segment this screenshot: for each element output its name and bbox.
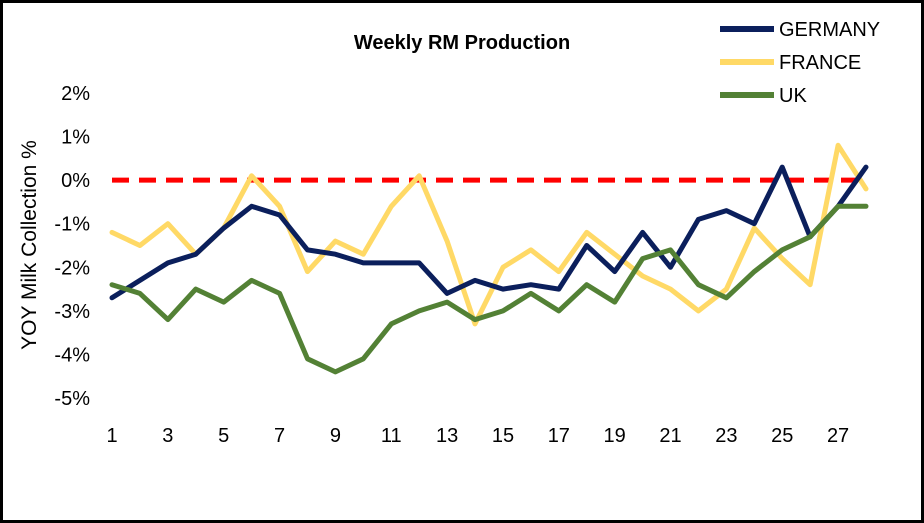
series-lines bbox=[109, 142, 869, 375]
legend-label-uk: UK bbox=[779, 85, 807, 107]
x-tick-label: 23 bbox=[715, 425, 737, 447]
y-tick-label: -4% bbox=[54, 344, 90, 366]
y-tick-label: 2% bbox=[61, 83, 90, 105]
legend: GERMANY FRANCE UK bbox=[720, 19, 880, 107]
x-tick-label: 27 bbox=[827, 425, 849, 447]
y-tick-label: -3% bbox=[54, 301, 90, 323]
y-tick-label: -1% bbox=[54, 214, 90, 236]
x-tick-label: 21 bbox=[659, 425, 681, 447]
x-tick-label: 13 bbox=[436, 425, 458, 447]
y-tick-labels: -5% -4% -3% -2% -1% 0% 1% 2% bbox=[54, 83, 90, 410]
x-tick-label: 11 bbox=[381, 425, 402, 447]
x-tick-label: 15 bbox=[492, 425, 514, 447]
x-tick-label: 25 bbox=[771, 425, 793, 447]
chart-title: Weekly RM Production bbox=[354, 32, 570, 54]
x-tick-label: 7 bbox=[274, 425, 285, 447]
x-tick-label: 19 bbox=[604, 425, 626, 447]
y-axis-label: YOY Milk Collection % bbox=[18, 140, 41, 350]
legend-label-germany: GERMANY bbox=[779, 19, 880, 41]
legend-label-france: FRANCE bbox=[779, 52, 861, 74]
y-tick-label: 1% bbox=[61, 127, 90, 149]
x-tick-label: 3 bbox=[162, 425, 173, 447]
x-tick-label: 9 bbox=[330, 425, 341, 447]
y-tick-label: 0% bbox=[61, 170, 90, 192]
y-tick-label: -2% bbox=[54, 257, 90, 279]
x-tick-label: 17 bbox=[548, 425, 570, 447]
x-tick-labels: 1 3 5 7 9 11 13 15 17 19 21 23 25 27 bbox=[106, 425, 849, 447]
y-tick-label: -5% bbox=[54, 388, 90, 410]
x-tick-label: 5 bbox=[218, 425, 229, 447]
series-line-uk bbox=[109, 203, 869, 375]
series-line-france bbox=[109, 142, 869, 327]
series-line-germany bbox=[109, 164, 869, 301]
x-tick-label: 1 bbox=[106, 425, 117, 447]
